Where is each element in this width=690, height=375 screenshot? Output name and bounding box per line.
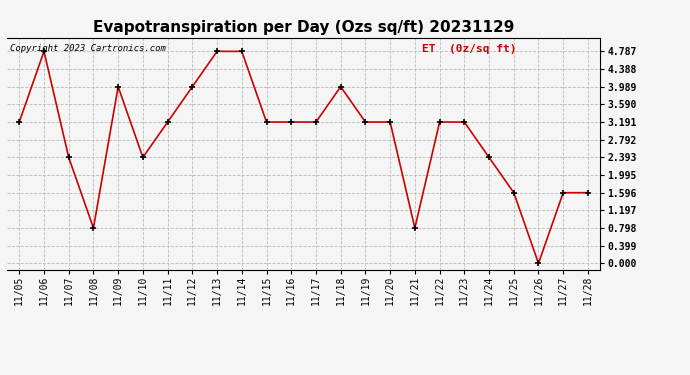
Title: Evapotranspiration per Day (Ozs sq/ft) 20231129: Evapotranspiration per Day (Ozs sq/ft) 2… [93, 20, 514, 35]
Text: ET  (0z/sq ft): ET (0z/sq ft) [422, 45, 517, 54]
Text: Copyright 2023 Cartronics.com: Copyright 2023 Cartronics.com [10, 45, 166, 54]
